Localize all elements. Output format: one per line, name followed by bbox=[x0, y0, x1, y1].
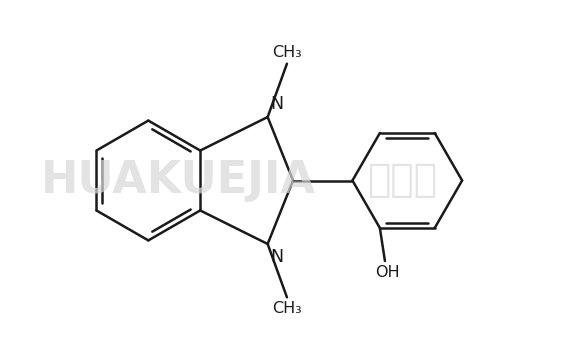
Text: CH₃: CH₃ bbox=[272, 301, 302, 316]
Text: OH: OH bbox=[375, 265, 400, 280]
Text: 化学加: 化学加 bbox=[367, 161, 437, 200]
Text: CH₃: CH₃ bbox=[272, 45, 302, 60]
Text: N: N bbox=[270, 248, 284, 266]
Text: HUAKUEJIA: HUAKUEJIA bbox=[41, 159, 316, 202]
Text: N: N bbox=[270, 95, 284, 113]
